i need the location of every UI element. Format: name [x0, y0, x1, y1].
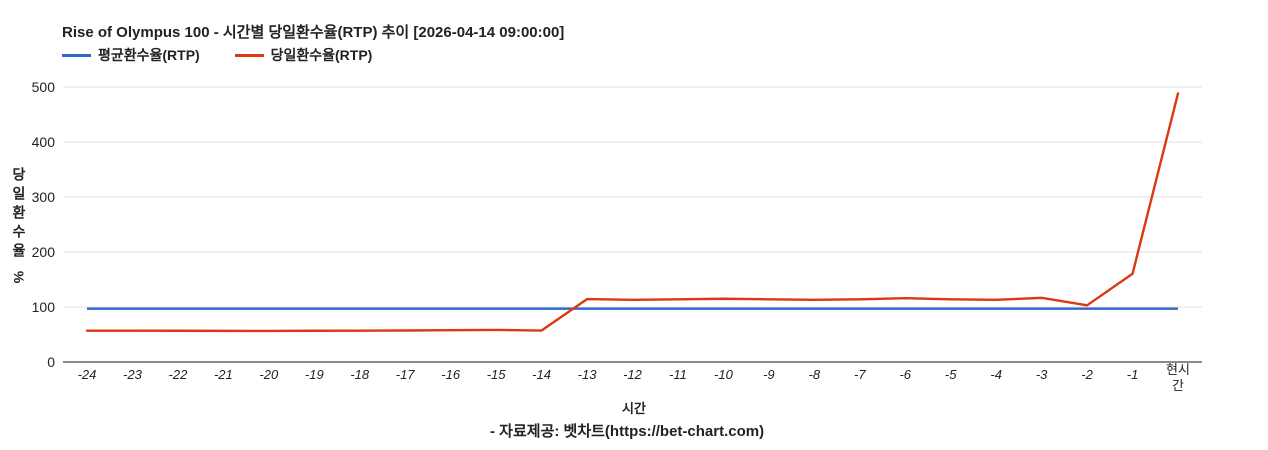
svg-text:-7: -7	[854, 367, 866, 382]
svg-text:-24: -24	[78, 367, 97, 382]
svg-text:-6: -6	[899, 367, 911, 382]
svg-text:-18: -18	[350, 367, 370, 382]
svg-text:-10: -10	[714, 367, 734, 382]
svg-text:현시: 현시	[1166, 362, 1190, 377]
svg-text:100: 100	[32, 299, 56, 315]
svg-text:-21: -21	[214, 367, 233, 382]
svg-text:-4: -4	[990, 367, 1002, 382]
svg-text:-13: -13	[578, 367, 598, 382]
svg-text:-2: -2	[1081, 367, 1093, 382]
svg-text:-9: -9	[763, 367, 775, 382]
svg-text:-12: -12	[623, 367, 643, 382]
svg-text:0: 0	[47, 354, 55, 370]
svg-text:-3: -3	[1036, 367, 1048, 382]
svg-text:-16: -16	[441, 367, 461, 382]
svg-text:300: 300	[32, 189, 56, 205]
svg-text:-15: -15	[487, 367, 507, 382]
svg-text:-23: -23	[123, 367, 143, 382]
svg-text:200: 200	[32, 244, 56, 260]
svg-text:-1: -1	[1127, 367, 1139, 382]
svg-text:-17: -17	[396, 367, 416, 382]
svg-text:-19: -19	[305, 367, 324, 382]
svg-text:-22: -22	[169, 367, 189, 382]
svg-text:-20: -20	[259, 367, 279, 382]
svg-text:간: 간	[1172, 378, 1184, 393]
svg-text:-5: -5	[945, 367, 957, 382]
svg-text:-14: -14	[532, 367, 551, 382]
svg-text:-8: -8	[809, 367, 821, 382]
svg-text:-11: -11	[669, 367, 687, 382]
svg-text:500: 500	[32, 79, 56, 95]
svg-text:400: 400	[32, 134, 56, 150]
